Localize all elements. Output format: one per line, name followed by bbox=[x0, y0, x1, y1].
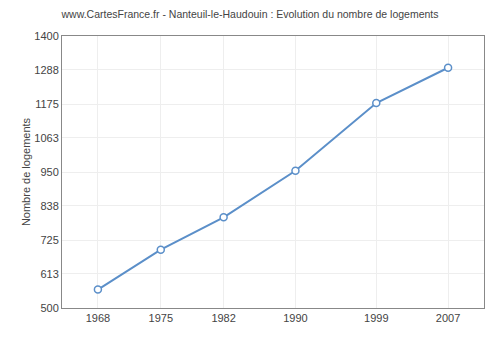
svg-text:1175: 1175 bbox=[35, 98, 59, 110]
svg-text:1990: 1990 bbox=[283, 312, 307, 324]
svg-text:1968: 1968 bbox=[86, 312, 110, 324]
svg-text:2007: 2007 bbox=[436, 312, 460, 324]
svg-text:725: 725 bbox=[40, 234, 58, 246]
svg-text:1975: 1975 bbox=[149, 312, 173, 324]
svg-text:500: 500 bbox=[40, 302, 58, 314]
svg-text:1400: 1400 bbox=[34, 30, 58, 42]
svg-text:Nombre de logements: Nombre de logements bbox=[20, 117, 32, 226]
svg-text:950: 950 bbox=[40, 166, 58, 178]
svg-text:1999: 1999 bbox=[364, 312, 388, 324]
svg-text:1982: 1982 bbox=[211, 312, 235, 324]
svg-text:www.CartesFrance.fr - Nanteuil: www.CartesFrance.fr - Nanteuil-le-Haudou… bbox=[60, 8, 438, 20]
svg-text:1288: 1288 bbox=[34, 64, 58, 76]
svg-text:838: 838 bbox=[40, 200, 58, 212]
svg-text:1063: 1063 bbox=[34, 132, 58, 144]
svg-text:613: 613 bbox=[40, 268, 58, 280]
